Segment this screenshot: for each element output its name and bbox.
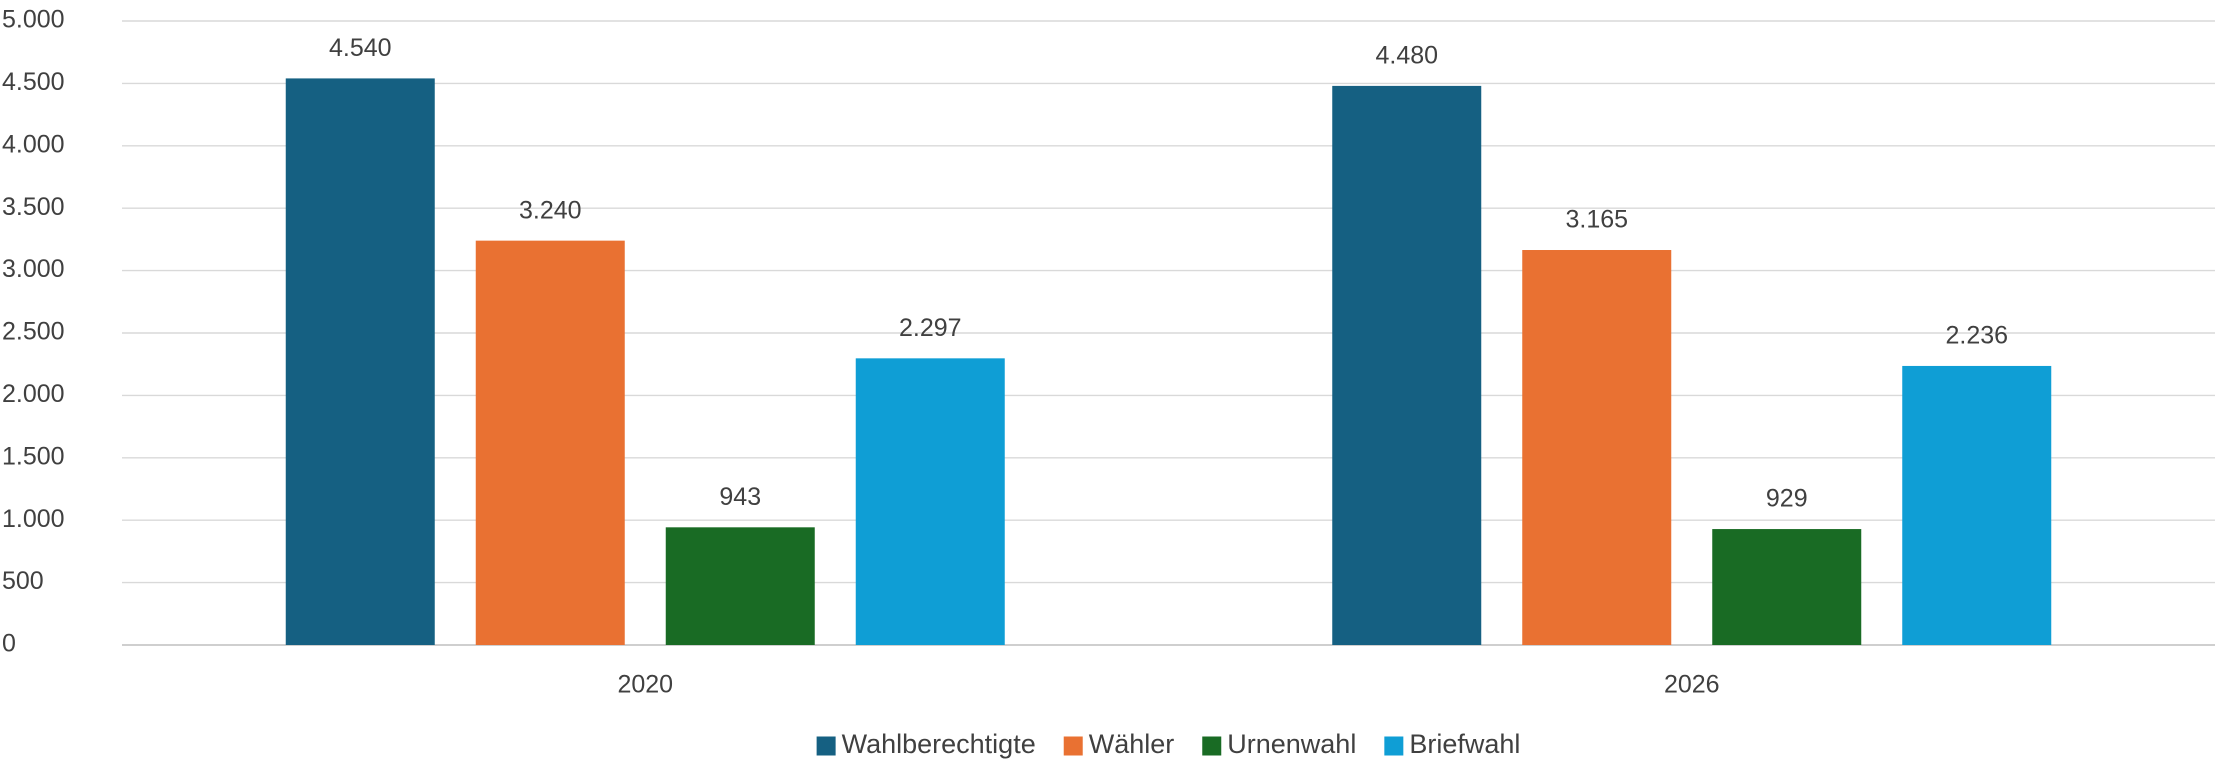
- bar: [1522, 250, 1672, 645]
- bar: [475, 240, 625, 645]
- y-tick-label: 1.000: [2, 505, 65, 533]
- data-label: 943: [719, 483, 761, 511]
- data-label: 929: [1766, 485, 1808, 513]
- data-label: 4.540: [329, 34, 392, 62]
- bar: [285, 78, 435, 645]
- y-tick-label: 2.500: [2, 318, 65, 346]
- bar: [855, 358, 1005, 645]
- bar: [1712, 529, 1862, 645]
- data-label: 3.165: [1565, 206, 1628, 234]
- y-tick-label: 3.000: [2, 255, 65, 283]
- legend-swatch: [1384, 736, 1404, 756]
- y-tick-label: 500: [2, 567, 44, 595]
- y-tick-label: 4.500: [2, 68, 65, 96]
- legend-label: Briefwahl: [1409, 729, 1520, 759]
- legend: Wahlberechtigte Wähler Urnenwahl Briefwahl: [816, 729, 1520, 759]
- y-tick-label: 4.000: [2, 130, 65, 158]
- bar: [1332, 85, 1482, 645]
- x-tick-label: 2020: [617, 671, 673, 699]
- bar: [1902, 365, 2052, 645]
- data-label: 2.236: [1945, 322, 2008, 350]
- legend-swatch: [816, 736, 836, 756]
- legend-swatch: [1202, 736, 1222, 756]
- x-tick-label: 2026: [1664, 671, 1720, 699]
- legend-label: Wähler: [1089, 729, 1175, 759]
- y-tick-label: 3.500: [2, 193, 65, 221]
- data-label: 4.480: [1375, 42, 1438, 70]
- legend-swatch: [1063, 736, 1083, 756]
- legend-label: Wahlberechtigte: [842, 729, 1036, 759]
- bar: [665, 527, 815, 645]
- y-tick-label: 2.000: [2, 380, 65, 408]
- data-label: 3.240: [519, 196, 582, 224]
- y-tick-label: 0: [2, 630, 16, 658]
- data-label: 2.297: [899, 314, 962, 342]
- y-tick-label: 1.500: [2, 442, 65, 470]
- y-tick-label: 5.000: [2, 6, 65, 34]
- legend-label: Urnenwahl: [1227, 729, 1356, 759]
